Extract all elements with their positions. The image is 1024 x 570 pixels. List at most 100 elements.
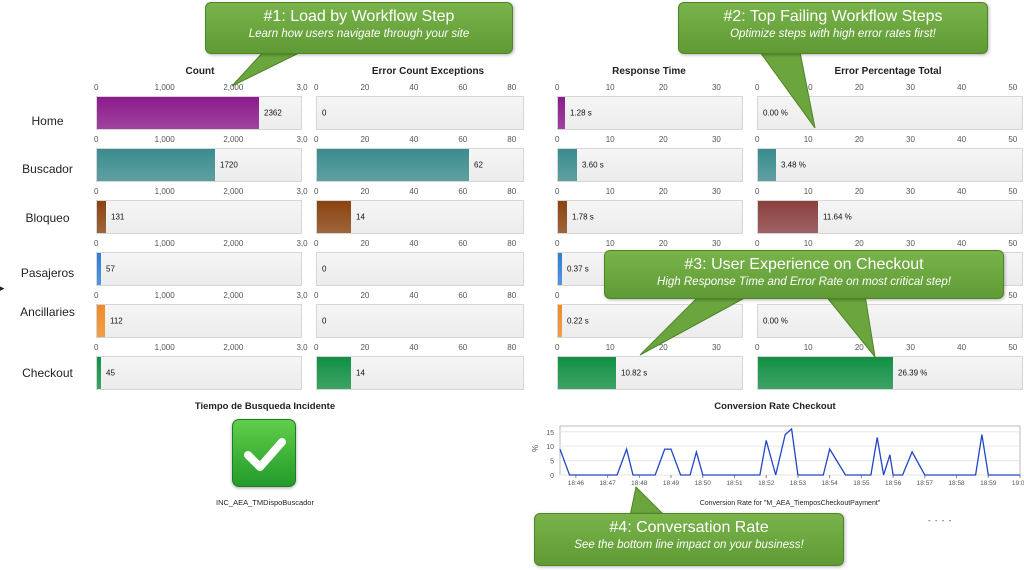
axis-tick: 80	[507, 343, 517, 352]
axis-tick: 0	[555, 291, 560, 300]
axis-tick: 50	[1008, 187, 1018, 196]
bar-fill	[317, 149, 469, 181]
axis-tick: 60	[458, 239, 468, 248]
axis-tick: 1,000	[154, 239, 175, 248]
axis-tick: 30	[711, 135, 721, 144]
axis-tick: 20	[658, 343, 668, 352]
bar-cell[interactable]: 62	[316, 148, 524, 182]
y-axis-label: %	[531, 445, 540, 452]
axis-tick: 40	[409, 83, 419, 92]
axis-tick: 10	[605, 83, 615, 92]
bar-cell[interactable]: 0.00 %	[757, 304, 1023, 338]
axis-tick: 20	[854, 239, 864, 248]
callout-2-subtitle: Optimize steps with high error rates fir…	[730, 28, 936, 40]
incident-status-tile[interactable]	[232, 419, 296, 487]
bar-cell[interactable]: 0	[316, 252, 524, 286]
col-title-error-count: Error Count Exceptions	[371, 66, 485, 77]
row-label-home: Home	[31, 114, 64, 128]
incident-title: Tiempo de Busqueda Incidente	[194, 401, 336, 412]
bar-value-label: 0	[322, 316, 327, 326]
bar-cell[interactable]: 11.64 %	[757, 200, 1023, 234]
axis-tick: 60	[458, 83, 468, 92]
axis-tick: 0	[314, 343, 319, 352]
axis-tick: 0	[755, 83, 760, 92]
axis-tick: 0	[314, 135, 319, 144]
axis-tick: 20	[854, 135, 864, 144]
bar-cell[interactable]: 0.22 s	[557, 304, 743, 338]
bar-cell[interactable]: 2362	[96, 96, 302, 130]
axis-tick: 3,0	[296, 239, 308, 248]
bar-cell[interactable]: 14	[316, 200, 524, 234]
bar-fill	[758, 201, 818, 233]
axis-tick: 40	[957, 83, 967, 92]
bar-cell[interactable]: 131	[96, 200, 302, 234]
bar-cell[interactable]: 1720	[96, 148, 302, 182]
axis-tick: 0	[314, 239, 319, 248]
bar-value-label: 62	[474, 160, 483, 170]
axis-tick: 40	[957, 187, 967, 196]
bar-cell[interactable]: 0.00 %	[757, 96, 1023, 130]
axis-tick: 40	[409, 135, 419, 144]
x-tick-label: 18:47	[599, 480, 616, 487]
bar-cell[interactable]: 10.82 s	[557, 356, 743, 390]
bar-cell[interactable]: 14	[316, 356, 524, 390]
callout-conversation-rate: #4: Conversation Rate See the bottom lin…	[534, 513, 844, 566]
x-tick-label: 18:51	[726, 480, 743, 487]
axis-tick: 0	[94, 187, 99, 196]
bar-cell[interactable]: 112	[96, 304, 302, 338]
x-tick-label: 18:50	[695, 480, 712, 487]
axis-tick: 1,000	[154, 343, 175, 352]
callout-top-failing: #2: Top Failing Workflow Steps Optimize …	[678, 2, 988, 54]
incident-caption: INC_AEA_TMDispoBuscador	[216, 498, 314, 507]
bar-fill	[317, 201, 351, 233]
bar-cell[interactable]: 0	[316, 304, 524, 338]
bar-value-label: 1.78 s	[572, 212, 594, 222]
y-tick-label: 5	[550, 459, 554, 466]
axis-tick: 50	[1008, 343, 1018, 352]
bar-cell[interactable]: 57	[96, 252, 302, 286]
callout-user-experience: #3: User Experience on Checkout High Res…	[604, 250, 1004, 299]
bar-fill	[758, 357, 893, 389]
axis-tick: 40	[957, 239, 967, 248]
bar-value-label: 131	[111, 212, 125, 222]
bar-cell[interactable]: 3.60 s	[557, 148, 743, 182]
axis-tick: 2,000	[223, 135, 244, 144]
axis-tick: 40	[409, 343, 419, 352]
axis-tick: 3,0	[296, 187, 308, 196]
bar-cell[interactable]: 26.39 %	[757, 356, 1023, 390]
callout-4-title: #4: Conversation Rate	[609, 519, 769, 536]
axis-tick: 10	[605, 187, 615, 196]
y-tick-label: 15	[546, 430, 554, 437]
axis-tick: 10	[803, 187, 813, 196]
y-tick-label: 0	[550, 473, 554, 480]
bar-fill	[97, 97, 259, 129]
bar-cell[interactable]: 1.28 s	[557, 96, 743, 130]
bar-cell[interactable]: 1.78 s	[557, 200, 743, 234]
bar-fill	[97, 201, 106, 233]
row-marker: ▸	[0, 283, 5, 293]
axis-tick: 50	[1008, 135, 1018, 144]
axis-tick: 0	[555, 343, 560, 352]
axis-tick: 60	[458, 135, 468, 144]
axis-tick: 20	[360, 343, 370, 352]
axis-tick: 3,0	[296, 135, 308, 144]
col-title-error-percentage: Error Percentage Total	[834, 66, 942, 77]
axis-tick: 1,000	[154, 135, 175, 144]
bar-cell[interactable]: 45	[96, 356, 302, 390]
axis-tick: 30	[906, 343, 915, 352]
bar-value-label: 57	[106, 264, 115, 274]
axis-tick: 0	[755, 135, 760, 144]
bar-value-label: 0.37 s	[567, 264, 589, 274]
bar-fill	[558, 253, 562, 285]
plot-area	[559, 425, 1021, 476]
axis-tick: 80	[507, 187, 517, 196]
bar-cell[interactable]: 0	[316, 96, 524, 130]
bar-fill	[558, 97, 565, 129]
bar-cell[interactable]: 3.48 %	[757, 148, 1023, 182]
axis-tick: 20	[658, 239, 668, 248]
bar-fill	[97, 305, 105, 337]
bar-value-label: 14	[356, 212, 365, 222]
conversion-chart-subtitle: Conversion Rate for "M_AEA_TiemposChecko…	[699, 500, 881, 507]
bar-fill	[97, 253, 101, 285]
axis-tick: 0	[94, 291, 99, 300]
